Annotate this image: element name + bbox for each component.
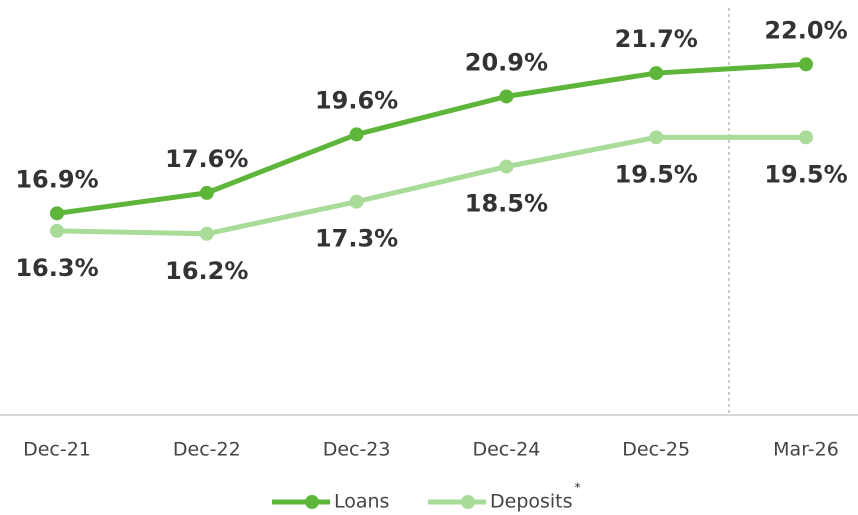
value-label: 18.5% [465,190,548,218]
x-tick-label: Dec-22 [173,439,241,461]
point [499,159,514,174]
x-tick-label: Dec-24 [472,439,540,461]
value-label: 17.3% [315,225,398,253]
point [649,66,664,81]
value-label: 19.5% [615,160,698,188]
point [50,206,64,221]
line-deposits [56,134,806,237]
point [199,226,214,241]
value-label: 19.5% [764,160,847,188]
value-label: 16.9% [15,165,98,193]
point [799,57,813,72]
point [799,130,813,145]
point [499,89,514,104]
point [50,223,64,238]
value-label: 19.6% [315,86,398,114]
x-tick-label: Dec-25 [622,439,690,461]
point [349,127,364,142]
legend-note: * [575,481,581,495]
point [199,185,214,200]
legend-marker [305,495,319,509]
legend-label: Deposits [490,491,573,513]
point [649,130,664,145]
point [349,194,364,209]
legend-label: Loans [334,491,389,513]
value-label: 20.9% [465,48,548,76]
legend-marker [461,495,475,509]
line-loans [56,61,807,216]
value-label: 17.6% [165,145,248,173]
value-label: 22.0% [764,16,847,44]
x-tick-label: Dec-23 [323,439,391,461]
x-tick-label: Dec-21 [23,439,91,461]
value-label: 21.7% [615,25,698,53]
x-tick-label: Mar-26 [773,439,839,461]
value-label: 16.3% [15,254,98,282]
value-label: 16.2% [165,257,248,285]
